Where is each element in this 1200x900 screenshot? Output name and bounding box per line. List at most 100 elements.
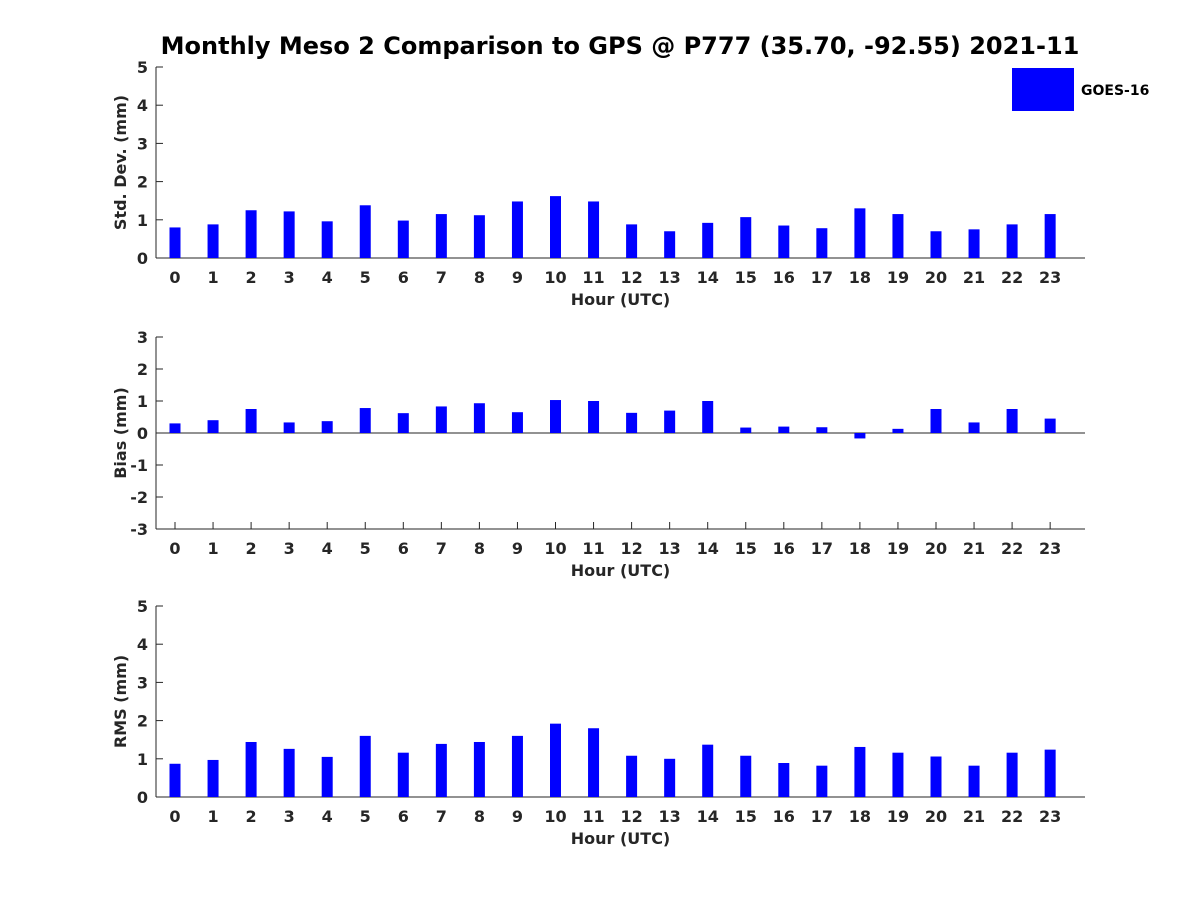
bar-hour-9: [511, 201, 523, 258]
bar-hour-19: [892, 752, 904, 797]
x-tick-label: 0: [169, 807, 180, 826]
bar-hour-2: [245, 741, 257, 797]
bar-hour-12: [626, 224, 638, 258]
bar-hour-20: [930, 756, 942, 797]
x-tick-label: 4: [322, 539, 333, 558]
bar-hour-3: [283, 748, 295, 797]
bar-hour-21: [968, 229, 980, 258]
x-tick-label: 9: [512, 539, 523, 558]
x-tick-label: 16: [773, 539, 795, 558]
bar-hour-22: [1006, 752, 1018, 797]
x-tick-label: 21: [963, 539, 985, 558]
x-tick-label: 22: [1001, 807, 1023, 826]
y-tick-label: 1: [137, 392, 148, 411]
x-tick-label: 23: [1039, 539, 1061, 558]
x-tick-label: 11: [582, 268, 604, 287]
bar-hour-11: [588, 201, 600, 258]
bar-hour-19: [892, 214, 904, 258]
x-tick-label: 19: [887, 268, 909, 287]
bar-hour-16: [778, 763, 790, 797]
x-tick-label: 6: [398, 807, 409, 826]
x-tick-label: 10: [544, 268, 566, 287]
chart-title: Monthly Meso 2 Comparison to GPS @ P777 …: [161, 32, 1080, 60]
x-tick-label: 7: [436, 268, 447, 287]
x-tick-label: 22: [1001, 268, 1023, 287]
x-tick-label: 0: [169, 268, 180, 287]
x-axis-label: Hour (UTC): [571, 561, 671, 580]
bar-hour-8: [473, 403, 485, 433]
x-tick-label: 21: [963, 268, 985, 287]
bar-hour-20: [930, 231, 942, 258]
bar-hour-14: [702, 744, 714, 797]
bar-hour-10: [550, 723, 561, 797]
x-tick-label: 20: [925, 539, 947, 558]
bar-hour-19: [892, 428, 904, 433]
bar-hour-17: [816, 765, 828, 797]
x-tick-label: 22: [1001, 539, 1023, 558]
bar-hour-18: [854, 746, 866, 797]
y-tick-label: -1: [130, 456, 148, 475]
bar-hour-22: [1006, 409, 1018, 433]
y-axis-label: Bias (mm): [111, 387, 130, 479]
x-tick-label: 1: [207, 539, 218, 558]
bar-hour-1: [207, 420, 219, 433]
x-tick-label: 2: [246, 807, 257, 826]
bar-hour-2: [245, 210, 257, 258]
x-tick-label: 19: [887, 539, 909, 558]
x-tick-label: 8: [474, 268, 485, 287]
x-tick-label: 18: [849, 807, 871, 826]
bar-hour-1: [207, 759, 219, 797]
bar-hour-17: [816, 427, 828, 433]
x-tick-label: 12: [620, 539, 642, 558]
x-tick-label: 13: [659, 807, 681, 826]
bar-hour-4: [321, 421, 333, 433]
y-tick-label: 5: [137, 597, 148, 616]
bar-hour-23: [1044, 749, 1056, 797]
bar-hour-15: [740, 217, 752, 258]
bar-hour-18: [854, 433, 866, 439]
x-tick-label: 17: [811, 807, 833, 826]
bar-hour-15: [740, 755, 752, 797]
bar-hour-15: [740, 427, 752, 433]
bar-hour-7: [435, 406, 447, 433]
y-axis-label: Std. Dev. (mm): [111, 95, 130, 230]
y-tick-label: -3: [130, 520, 148, 539]
x-tick-label: 10: [544, 807, 566, 826]
bar-hour-6: [397, 413, 409, 433]
bar-hour-21: [968, 422, 980, 433]
bar-hour-14: [702, 222, 714, 258]
x-tick-label: 3: [284, 539, 295, 558]
bar-hour-12: [626, 412, 638, 433]
x-tick-label: 18: [849, 539, 871, 558]
y-tick-label: 1: [137, 211, 148, 230]
x-tick-label: 4: [322, 268, 333, 287]
x-tick-label: 5: [360, 807, 371, 826]
bar-hour-9: [511, 412, 523, 433]
bar-hour-6: [397, 752, 409, 797]
x-tick-label: 17: [811, 539, 833, 558]
x-tick-label: 2: [246, 539, 257, 558]
x-tick-label: 1: [207, 268, 218, 287]
y-tick-label: 2: [137, 712, 148, 731]
bar-hour-0: [169, 227, 181, 258]
x-tick-label: 4: [322, 807, 333, 826]
x-tick-label: 23: [1039, 807, 1061, 826]
legend-label: GOES-16: [1081, 83, 1149, 99]
x-axis-label: Hour (UTC): [571, 829, 671, 848]
bar-hour-23: [1044, 418, 1056, 433]
x-tick-label: 20: [925, 268, 947, 287]
bar-hour-23: [1044, 214, 1056, 258]
x-tick-label: 6: [398, 268, 409, 287]
bar-hour-14: [702, 401, 714, 433]
bar-hour-1: [207, 224, 219, 258]
x-tick-label: 2: [246, 268, 257, 287]
y-tick-label: -2: [130, 488, 148, 507]
y-tick-label: 4: [137, 96, 148, 115]
bar-hour-21: [968, 765, 980, 797]
y-tick-label: 1: [137, 750, 148, 769]
bar-hour-10: [550, 196, 561, 258]
bar-hour-17: [816, 228, 828, 258]
